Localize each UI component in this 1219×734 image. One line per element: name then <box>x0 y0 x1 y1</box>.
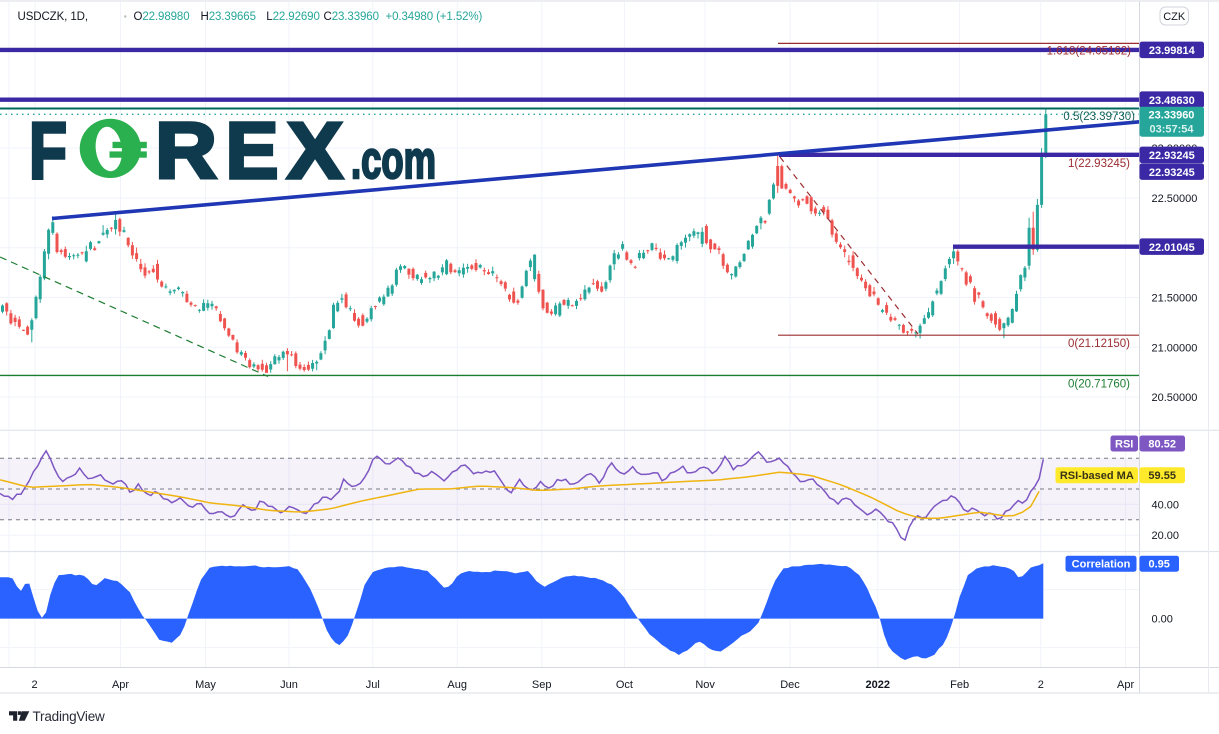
svg-text:.com: .com <box>351 131 436 190</box>
svg-text:80.52: 80.52 <box>1148 438 1176 450</box>
svg-text:20.00: 20.00 <box>1152 530 1180 542</box>
svg-text:23.33960: 23.33960 <box>1149 110 1195 122</box>
svg-text:H23.39665: H23.39665 <box>201 11 256 23</box>
svg-text:22.50000: 22.50000 <box>1152 193 1198 205</box>
svg-text:Feb: Feb <box>950 679 969 691</box>
svg-text:2: 2 <box>32 679 38 691</box>
svg-text:59.55: 59.55 <box>1148 470 1176 482</box>
svg-text:C23.33960: C23.33960 <box>324 11 379 23</box>
svg-text:21.50000: 21.50000 <box>1152 293 1198 305</box>
svg-text:0.00: 0.00 <box>1152 614 1173 626</box>
svg-text:TradingView: TradingView <box>33 709 106 724</box>
svg-text:0(21.12150): 0(21.12150) <box>1068 338 1130 350</box>
svg-text:Apr: Apr <box>112 679 129 691</box>
svg-text:20.50000: 20.50000 <box>1152 392 1198 404</box>
svg-text:Jul: Jul <box>366 679 380 691</box>
svg-text:03:57:54: 03:57:54 <box>1149 124 1194 136</box>
svg-text:O22.98980: O22.98980 <box>134 11 190 23</box>
svg-text:2: 2 <box>1038 679 1044 691</box>
svg-text:L22.92690: L22.92690 <box>266 11 319 23</box>
svg-text:Jun: Jun <box>280 679 298 691</box>
svg-text:0(20.71760): 0(20.71760) <box>1068 378 1130 390</box>
svg-text:Sep: Sep <box>532 679 552 691</box>
svg-text:Oct: Oct <box>616 679 633 691</box>
svg-text:Correlation: Correlation <box>1072 559 1131 571</box>
svg-text:RSI-based MA: RSI-based MA <box>1060 470 1134 482</box>
svg-text:CZK: CZK <box>1163 11 1186 23</box>
svg-text:21.00000: 21.00000 <box>1152 342 1198 354</box>
svg-text:R: R <box>155 106 217 195</box>
svg-text:0.5(23.39730): 0.5(23.39730) <box>1063 111 1135 123</box>
svg-text:Apr: Apr <box>1117 679 1134 691</box>
svg-text:Nov: Nov <box>695 679 715 691</box>
svg-text:0.95: 0.95 <box>1148 559 1169 571</box>
svg-text:1(22.93245): 1(22.93245) <box>1068 158 1130 170</box>
svg-text:RSI: RSI <box>1115 438 1133 450</box>
svg-text:1.618(24.05162): 1.618(24.05162) <box>1047 45 1132 57</box>
svg-text:22.01045: 22.01045 <box>1149 242 1195 254</box>
svg-text:Aug: Aug <box>447 679 467 691</box>
svg-text:USDCZK, 1D,: USDCZK, 1D, <box>18 11 88 23</box>
svg-text:F: F <box>29 106 67 195</box>
svg-text:23.99814: 23.99814 <box>1149 45 1196 57</box>
svg-text:23.48630: 23.48630 <box>1149 95 1195 107</box>
svg-text:Dec: Dec <box>780 679 800 691</box>
svg-text:2022: 2022 <box>866 679 890 691</box>
svg-text:40.00: 40.00 <box>1152 499 1180 511</box>
svg-text:22.93245: 22.93245 <box>1149 167 1195 179</box>
svg-text:X: X <box>287 106 343 195</box>
svg-text:+0.34980 (+1.52%): +0.34980 (+1.52%) <box>386 11 483 23</box>
svg-text:E: E <box>226 106 279 195</box>
svg-text:22.93245: 22.93245 <box>1149 150 1195 162</box>
svg-text:May: May <box>195 679 216 691</box>
